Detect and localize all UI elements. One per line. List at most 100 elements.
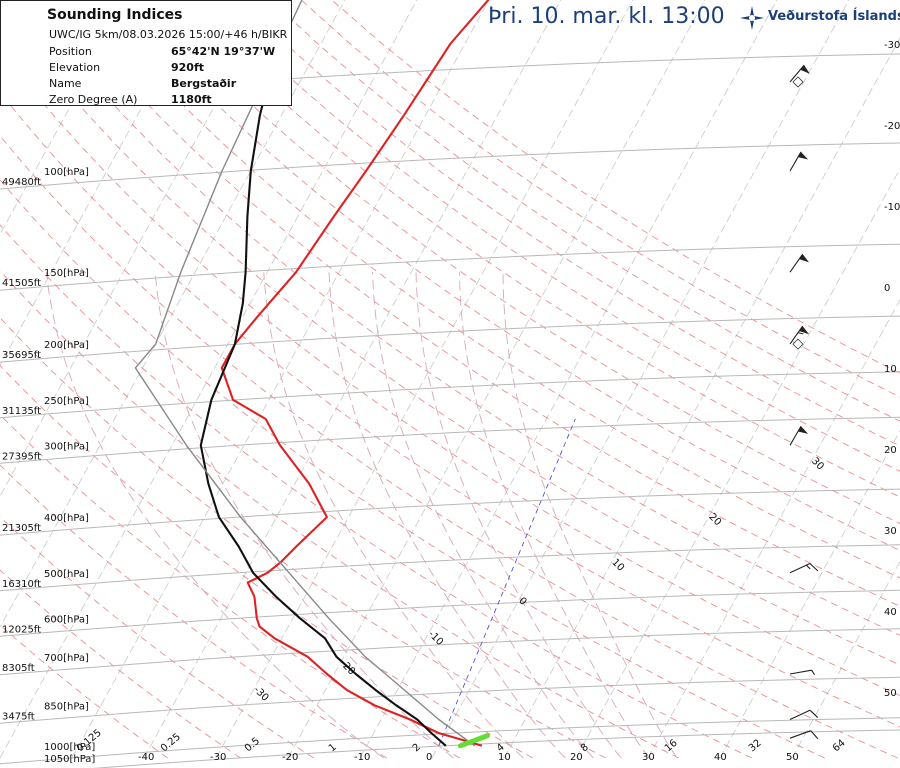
moist-adiabat-line (459, 272, 650, 759)
right-temperature-label: 0 (884, 283, 890, 294)
isobar-line (0, 717, 900, 765)
isobar-line (92, 729, 900, 768)
isobar-line (0, 142, 900, 190)
isotherm-inline-label: 0 (516, 595, 528, 607)
info-value-elevation: 920ft (171, 61, 205, 74)
wind-barb (789, 64, 810, 83)
right-temperature-label: 10 (884, 364, 897, 375)
isobar-line (0, 544, 900, 592)
altitude-label: 35695ft (2, 350, 41, 361)
dry-adiabat-line (0, 224, 752, 759)
logo-icon (740, 6, 764, 30)
right-temperature-label: -30 (884, 40, 900, 51)
bottom-temperature-label: 20 (570, 752, 583, 763)
wind-barb (789, 253, 810, 273)
moist-adiabat-line (154, 272, 454, 759)
isobar-line (0, 371, 900, 419)
isotherm-line (359, 0, 778, 759)
bottom-temperature-label: 40 (714, 752, 727, 763)
bottom-temperature-label: 30 (642, 752, 655, 763)
bottom-mixing-ratio-label: 4 (495, 742, 507, 755)
isobar-line (0, 589, 900, 637)
surface-layer-mark (457, 733, 490, 749)
isotherm-line (0, 0, 346, 628)
dry-adiabat-line (0, 270, 679, 759)
mixing-ratio-line (438, 418, 576, 746)
pressure-label: 300[hPa] (44, 441, 89, 452)
pressure-label: 250[hPa] (44, 396, 89, 407)
moist-adiabat-line (502, 272, 678, 759)
wind-barb (789, 730, 819, 740)
right-temperature-label: 50 (884, 688, 897, 699)
moist-adiabat-line (263, 272, 524, 759)
isotherm-line (0, 0, 130, 236)
pressure-label: 1000[hPa] (44, 742, 95, 753)
bottom-temperature-label: -20 (282, 752, 298, 763)
isotherm-inline-label: 30 (809, 456, 826, 473)
altitude-label: 41505ft (2, 278, 41, 289)
dewpoint-profile-line (199, 0, 447, 747)
isotherm-line (71, 0, 490, 759)
dry-adiabat-line (0, 569, 241, 759)
chart-series (134, 0, 490, 749)
dry-adiabat-line (178, 0, 900, 498)
moist-adiabat-line (415, 272, 622, 759)
dry-adiabat-line (116, 0, 900, 551)
isotherm-inline-label: 20 (706, 511, 723, 528)
isobar-line (0, 243, 900, 291)
dry-adiabat-line (0, 317, 606, 759)
wind-barb (789, 709, 819, 720)
dry-adiabat-line (0, 365, 533, 759)
isobar-line (0, 315, 900, 363)
moist-adiabat-line (45, 272, 385, 759)
isotherm-inline-label: 10 (609, 557, 626, 574)
bottom-mixing-ratio-label: 64 (831, 738, 848, 755)
altitude-label: 49480ft (2, 177, 41, 188)
altitude-label: 16310ft (2, 579, 41, 590)
dry-adiabat-line (55, 0, 900, 607)
tropopause-marker (792, 76, 804, 88)
bottom-mixing-ratio-label: 32 (747, 738, 764, 755)
forecast-datetime: Þri. 10. mar. kl. 13:00 (488, 4, 725, 29)
wind-barb (789, 669, 815, 676)
bottom-mixing-ratio-label: 1 (327, 742, 339, 755)
bottom-mixing-ratio-label: 8 (579, 742, 591, 755)
dry-adiabat-line (331, 0, 900, 374)
dry-adiabat-line (0, 516, 314, 759)
tropopause-marker (792, 338, 804, 350)
vedurstofa-logo: Veðurstofa Íslands (738, 4, 900, 32)
dry-adiabat-line (239, 0, 900, 447)
logo-text: Veðurstofa Íslands (768, 9, 900, 24)
info-subtitle: UWC/IG 5km/08.03.2026 15:00/+46 h/BIKR (49, 28, 288, 41)
right-temperature-label: 30 (884, 526, 897, 537)
isobar-line (0, 488, 900, 536)
altitude-label: 27395ft (2, 451, 41, 462)
dry-adiabat-line (0, 179, 825, 759)
moist-adiabat-line (372, 272, 594, 759)
isobar-line (0, 416, 900, 464)
pressure-label: 400[hPa] (44, 513, 89, 524)
isotherm-line (215, 0, 634, 759)
pressure-label: 600[hPa] (44, 614, 89, 625)
bottom-temperature-label: -40 (138, 752, 154, 763)
pressure-label: 150[hPa] (44, 268, 89, 279)
dry-adiabat-line (269, 0, 900, 422)
info-label-name: Name (49, 77, 82, 90)
chart-labels: 100[hPa]49480ft 150[hPa]41505ft 200[hPa]35… (2, 4, 900, 765)
bottom-mixing-ratio-label: 2 (411, 742, 423, 755)
sounding-info-box: Sounding Indices UWC/IG 5km/08.03.2026 1… (0, 0, 292, 106)
isotherm-line (0, 0, 202, 367)
isotherm-line (719, 429, 900, 759)
bottom-temperature-label: 10 (498, 752, 511, 763)
info-value-zero-degree: 1180ft (171, 93, 212, 106)
wind-barbs (789, 64, 819, 740)
isotherm-inline-label: -30 (251, 684, 270, 703)
altitude-label: 12025ft (2, 624, 41, 635)
pressure-label: 1050[hPa] (44, 754, 95, 765)
bottom-temperature-label: -30 (210, 752, 226, 763)
dry-adiabat-line (0, 414, 460, 759)
